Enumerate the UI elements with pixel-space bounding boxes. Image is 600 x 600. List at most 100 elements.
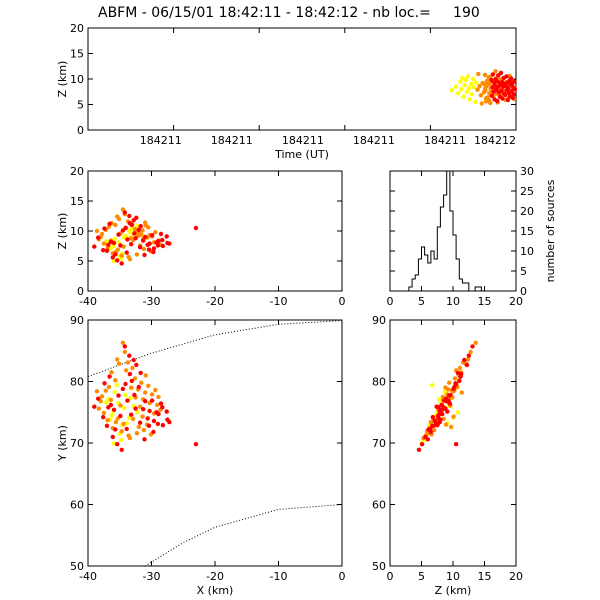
z-histogram-ytick-label: 5 [520,265,527,278]
x-y-point [119,429,124,434]
x-height-ytick-label: 15 [70,195,84,208]
time-height-point [473,99,478,105]
x-height-point [127,213,132,219]
z-y-point [455,410,461,415]
z-y-xtick-label: 20 [509,570,523,583]
x-y-point [123,381,128,387]
z-y-point [426,427,431,432]
x-y-xtick-label: -10 [270,570,288,583]
z-y-point [430,415,435,420]
x-y-ytick-label: 80 [70,376,84,389]
x-y-point [99,394,105,399]
time-height-xtick-label: 184212 [474,134,516,147]
x-y-point [109,370,114,375]
z-y-xtick-label: 5 [418,570,425,583]
x-height-point [145,242,150,247]
time-height-point [489,93,494,99]
x-y-xtick-label: -40 [79,570,97,583]
time-height-xtick-label: 184211 [424,134,466,147]
x-y-ytick-label: 90 [70,314,84,327]
time-height-point [465,74,471,79]
time-height-point [482,72,488,78]
x-height-point [146,225,151,230]
time-height-point [449,88,454,93]
x-y-point [138,370,143,376]
z-y-point [464,362,470,368]
z-y-point [438,410,444,415]
x-y-point [125,360,131,365]
x-y-ytick-label: 60 [70,499,84,512]
x-y-point [102,381,107,386]
x-y-frame [87,319,343,567]
x-height-point [160,243,166,249]
x-y-ytick-label: 70 [70,437,84,450]
x-y-point [135,410,140,415]
x-height-point [154,240,159,245]
x-y-point [119,447,124,452]
x-y-point [112,389,117,395]
x-y-point [143,373,148,378]
time-height-point [460,75,465,81]
z-y-xtick-label: 0 [387,570,394,583]
x-y-point [134,362,139,368]
x-y-point [109,413,115,418]
x-y-point [96,396,101,401]
z-histogram-ytick-label: 25 [520,185,534,198]
x-y-xtick-label: 0 [339,570,346,583]
time-height-point [471,85,477,90]
x-height-point [101,241,107,246]
z-y-point [473,340,478,345]
x-height-plot: 0 5 10 15 20 -40 -30 -20 -10 0 Z (km) [56,165,346,308]
z-y-point [462,357,467,363]
time-height-ytick-label: 15 [70,48,84,61]
z-y-point [470,344,475,349]
x-height-point [104,248,110,253]
x-height-point [119,253,124,258]
x-y-point [149,398,155,403]
x-y-point [133,406,138,411]
time-height-point [493,69,498,74]
time-height-point [483,88,488,93]
x-y-point [154,410,159,415]
z-y-point [431,427,437,433]
x-y-point [122,349,128,355]
time-height-point [462,82,467,88]
x-y-point [123,368,129,373]
x-y-point [118,403,123,408]
x-height-point [102,226,107,231]
time-height-point [477,83,482,89]
z-y-point [465,357,471,362]
time-height-point [488,100,493,106]
x-y-point [108,397,114,403]
z-y-ytick-label: 70 [372,437,386,450]
x-height-point [151,246,157,251]
x-height-point [142,252,147,258]
x-height-ytick-label: 5 [77,255,84,268]
z-y-point [443,422,449,427]
x-y-point [105,418,110,423]
x-y-point [127,435,133,441]
x-y-point [127,353,132,358]
x-height-point [118,243,123,248]
z-y-point [428,419,434,425]
time-height-point [498,70,504,76]
x-height-ylabel: Z (km) [56,213,69,250]
x-y-point [155,402,160,408]
z-y-ytick-label: 90 [372,314,386,327]
time-height-point [475,87,480,92]
x-y-point [139,380,144,385]
x-y-point [128,395,133,401]
time-height-xlabel: Time (UT) [274,148,329,161]
z-y-point [466,353,471,358]
z-y-point [434,404,439,409]
time-height-point [509,89,514,94]
x-height-point [141,246,147,252]
z-y-point [452,376,458,381]
x-y-point [120,340,126,345]
x-y-point [101,415,106,420]
time-height-ytick-label: 20 [70,22,84,35]
z-y-point [448,424,454,430]
z-histogram-xtick-label: 0 [387,295,394,308]
x-y-point [120,386,126,392]
time-height-point [459,87,464,92]
